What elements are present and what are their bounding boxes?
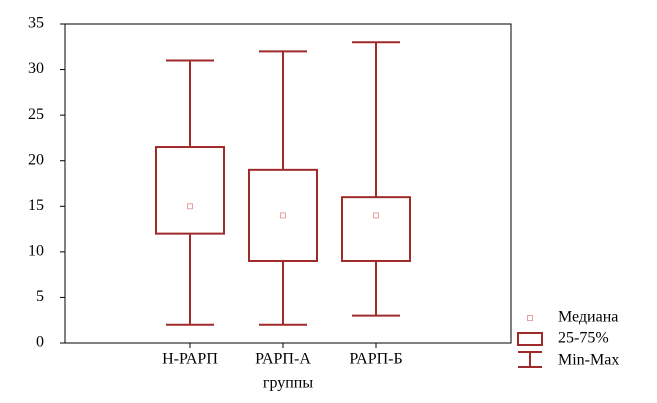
y-tick-label: 25 [28, 106, 44, 123]
median-marker [187, 203, 193, 210]
y-tick-label: 20 [28, 151, 44, 168]
legend-median-marker [527, 315, 533, 321]
y-tick-label: 0 [36, 334, 44, 351]
y-tick-label: 15 [28, 197, 44, 214]
plot-frame [64, 23, 512, 344]
box [341, 196, 411, 262]
x-tick-label: РАРП-А [255, 351, 311, 368]
median-marker [373, 212, 379, 219]
legend-box [517, 332, 543, 346]
box [155, 146, 225, 235]
legend-label: 25-75% [558, 330, 609, 347]
legend-label: Медиана [558, 309, 618, 326]
x-axis-label: группы [263, 375, 313, 392]
y-tick-label: 30 [28, 60, 44, 77]
y-tick-label: 5 [36, 288, 44, 305]
y-tick-label: 35 [28, 15, 44, 32]
legend-label: Min-Max [558, 352, 619, 369]
x-tick-label: РАРП-Б [349, 351, 402, 368]
x-tick-label: Н-РАРП [162, 351, 218, 368]
median-marker [280, 212, 286, 219]
box [248, 168, 318, 262]
y-tick-label: 10 [28, 243, 44, 260]
